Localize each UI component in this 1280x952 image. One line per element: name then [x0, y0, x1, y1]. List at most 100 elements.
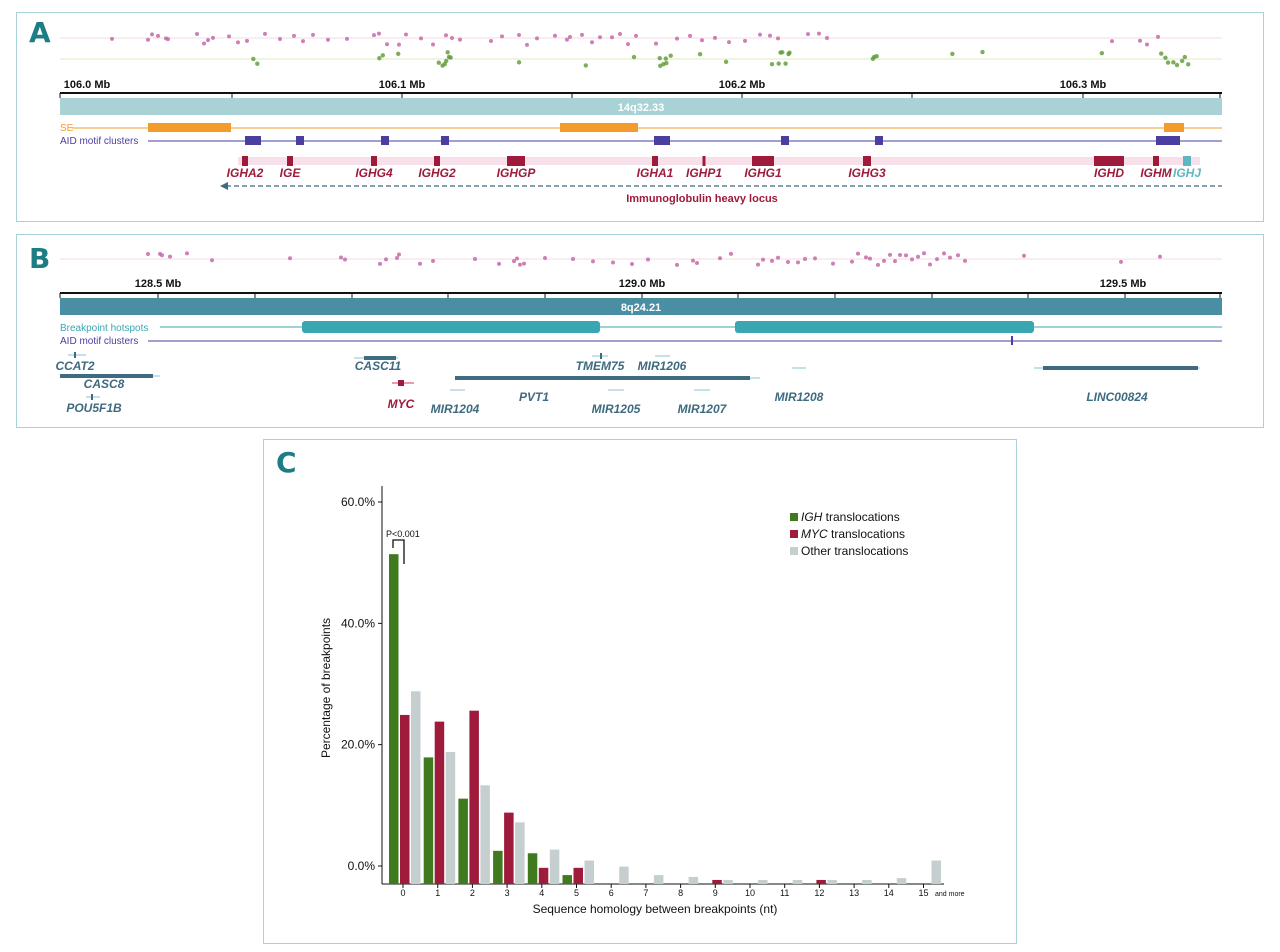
gene-block [1183, 156, 1191, 166]
mutation-dot [445, 50, 450, 55]
mutation-dot [876, 262, 880, 267]
bar [527, 853, 538, 884]
bar [493, 850, 503, 884]
mutation-dot [743, 38, 747, 43]
mutation-dot [611, 260, 615, 265]
mutation-dot [817, 31, 821, 36]
mutation-dot [372, 33, 376, 38]
mutation-dot [657, 55, 662, 61]
x-tick-label: 14 [884, 888, 894, 898]
bar [389, 554, 399, 884]
y-tick-label: 40.0% [341, 616, 375, 630]
mutation-dot [343, 257, 347, 262]
mutation-dot [831, 261, 835, 266]
mutation-dot [473, 256, 477, 261]
mutation-dot [1171, 60, 1176, 65]
mutation-dot [786, 260, 790, 265]
panel-a-label: A [29, 16, 51, 49]
mutation-dot [922, 251, 926, 256]
mutation-dot [663, 56, 668, 61]
mutation-dot [489, 39, 493, 44]
aid-cluster [245, 136, 261, 145]
mutation-dot [292, 33, 296, 38]
x-tick-label: 4 [539, 888, 544, 898]
gene-label: IGHD [1094, 166, 1124, 180]
mutation-dot [874, 53, 879, 59]
axis-tick-label: 128.5 Mb [135, 278, 182, 290]
mutation-dots-a [110, 31, 1191, 69]
gene-block [1153, 156, 1159, 166]
mutation-dot [1099, 51, 1105, 56]
mutation-dot [695, 260, 699, 265]
mutation-dot [776, 36, 780, 41]
locus-label: Immunoglobulin heavy locus [626, 193, 778, 205]
mutation-dot [618, 31, 622, 36]
y-tick-label: 0.0% [348, 859, 376, 873]
y-tick-label: 60.0% [341, 495, 375, 509]
mutation-dot [729, 251, 733, 256]
axis-tick-label: 106.2 Mb [719, 79, 766, 91]
mutation-dot [301, 39, 305, 44]
mutation-dot [916, 254, 920, 259]
hotspot-label: Breakpoint hotspots [60, 323, 148, 334]
se-block [1164, 123, 1184, 132]
axis-tick-label: 106.0 Mb [64, 79, 111, 91]
mutation-dot [565, 37, 569, 42]
mutation-dot [893, 259, 897, 264]
locus-track [238, 157, 1200, 165]
x-tick-label: 8 [678, 888, 683, 898]
mutation-dot [156, 33, 160, 38]
mutation-dot [864, 255, 868, 260]
mutation-dot [580, 32, 584, 37]
axis-tick-label: 106.3 Mb [1060, 79, 1107, 91]
mutation-dot [942, 251, 946, 256]
mutation-dot [185, 251, 189, 256]
mutation-dot [910, 257, 914, 262]
x-ticks: 0 1 2 3 4 5 6 7 8 9 10 11 12 13 14 15 [400, 884, 929, 898]
aid-label-b: AID motif clusters [60, 336, 138, 347]
mutation-dot [384, 257, 388, 262]
bar [723, 879, 733, 884]
gene-label: MIR1205 [592, 402, 641, 416]
bar [445, 751, 456, 884]
gene-label: POU5F1B [66, 401, 122, 415]
bar [411, 691, 421, 884]
mutation-dot [263, 31, 267, 36]
mutation-dot [610, 35, 614, 40]
mutation-dot [1119, 259, 1123, 264]
gene-block [242, 156, 248, 166]
mutation-dot [168, 254, 172, 259]
aid-cluster [441, 136, 449, 145]
bar [434, 721, 445, 884]
mutation-dot [419, 36, 423, 41]
mutation-dot [1186, 62, 1191, 67]
y-tick-label: 20.0% [341, 738, 375, 752]
bar [758, 879, 768, 884]
gene-label: IGHG4 [355, 166, 393, 180]
x-tick-label: 0 [400, 888, 405, 898]
mutation-dot [675, 262, 679, 267]
bar [400, 714, 410, 884]
mutation-dot [756, 262, 760, 267]
x-tick-label: 3 [505, 888, 510, 898]
mutation-dot [688, 33, 692, 38]
mutation-dot [516, 60, 522, 65]
se-block [560, 123, 638, 132]
mutation-dot [458, 37, 462, 42]
gene-shapes-b [60, 352, 1200, 400]
mutation-dot [110, 36, 114, 41]
mutation-dot [227, 34, 231, 39]
mutation-dot [591, 259, 595, 264]
hotspot-block [302, 321, 600, 333]
gene-block [507, 156, 525, 166]
bar [896, 878, 907, 884]
x-tick-label: 9 [713, 888, 718, 898]
mutation-dot [378, 261, 382, 266]
mutation-dot [500, 34, 504, 39]
panel-b [16, 234, 1264, 428]
mutation-dot [522, 261, 526, 266]
chromosome-band-a [60, 98, 1222, 115]
mutation-dot [166, 37, 170, 42]
mutation-dot [803, 257, 807, 262]
